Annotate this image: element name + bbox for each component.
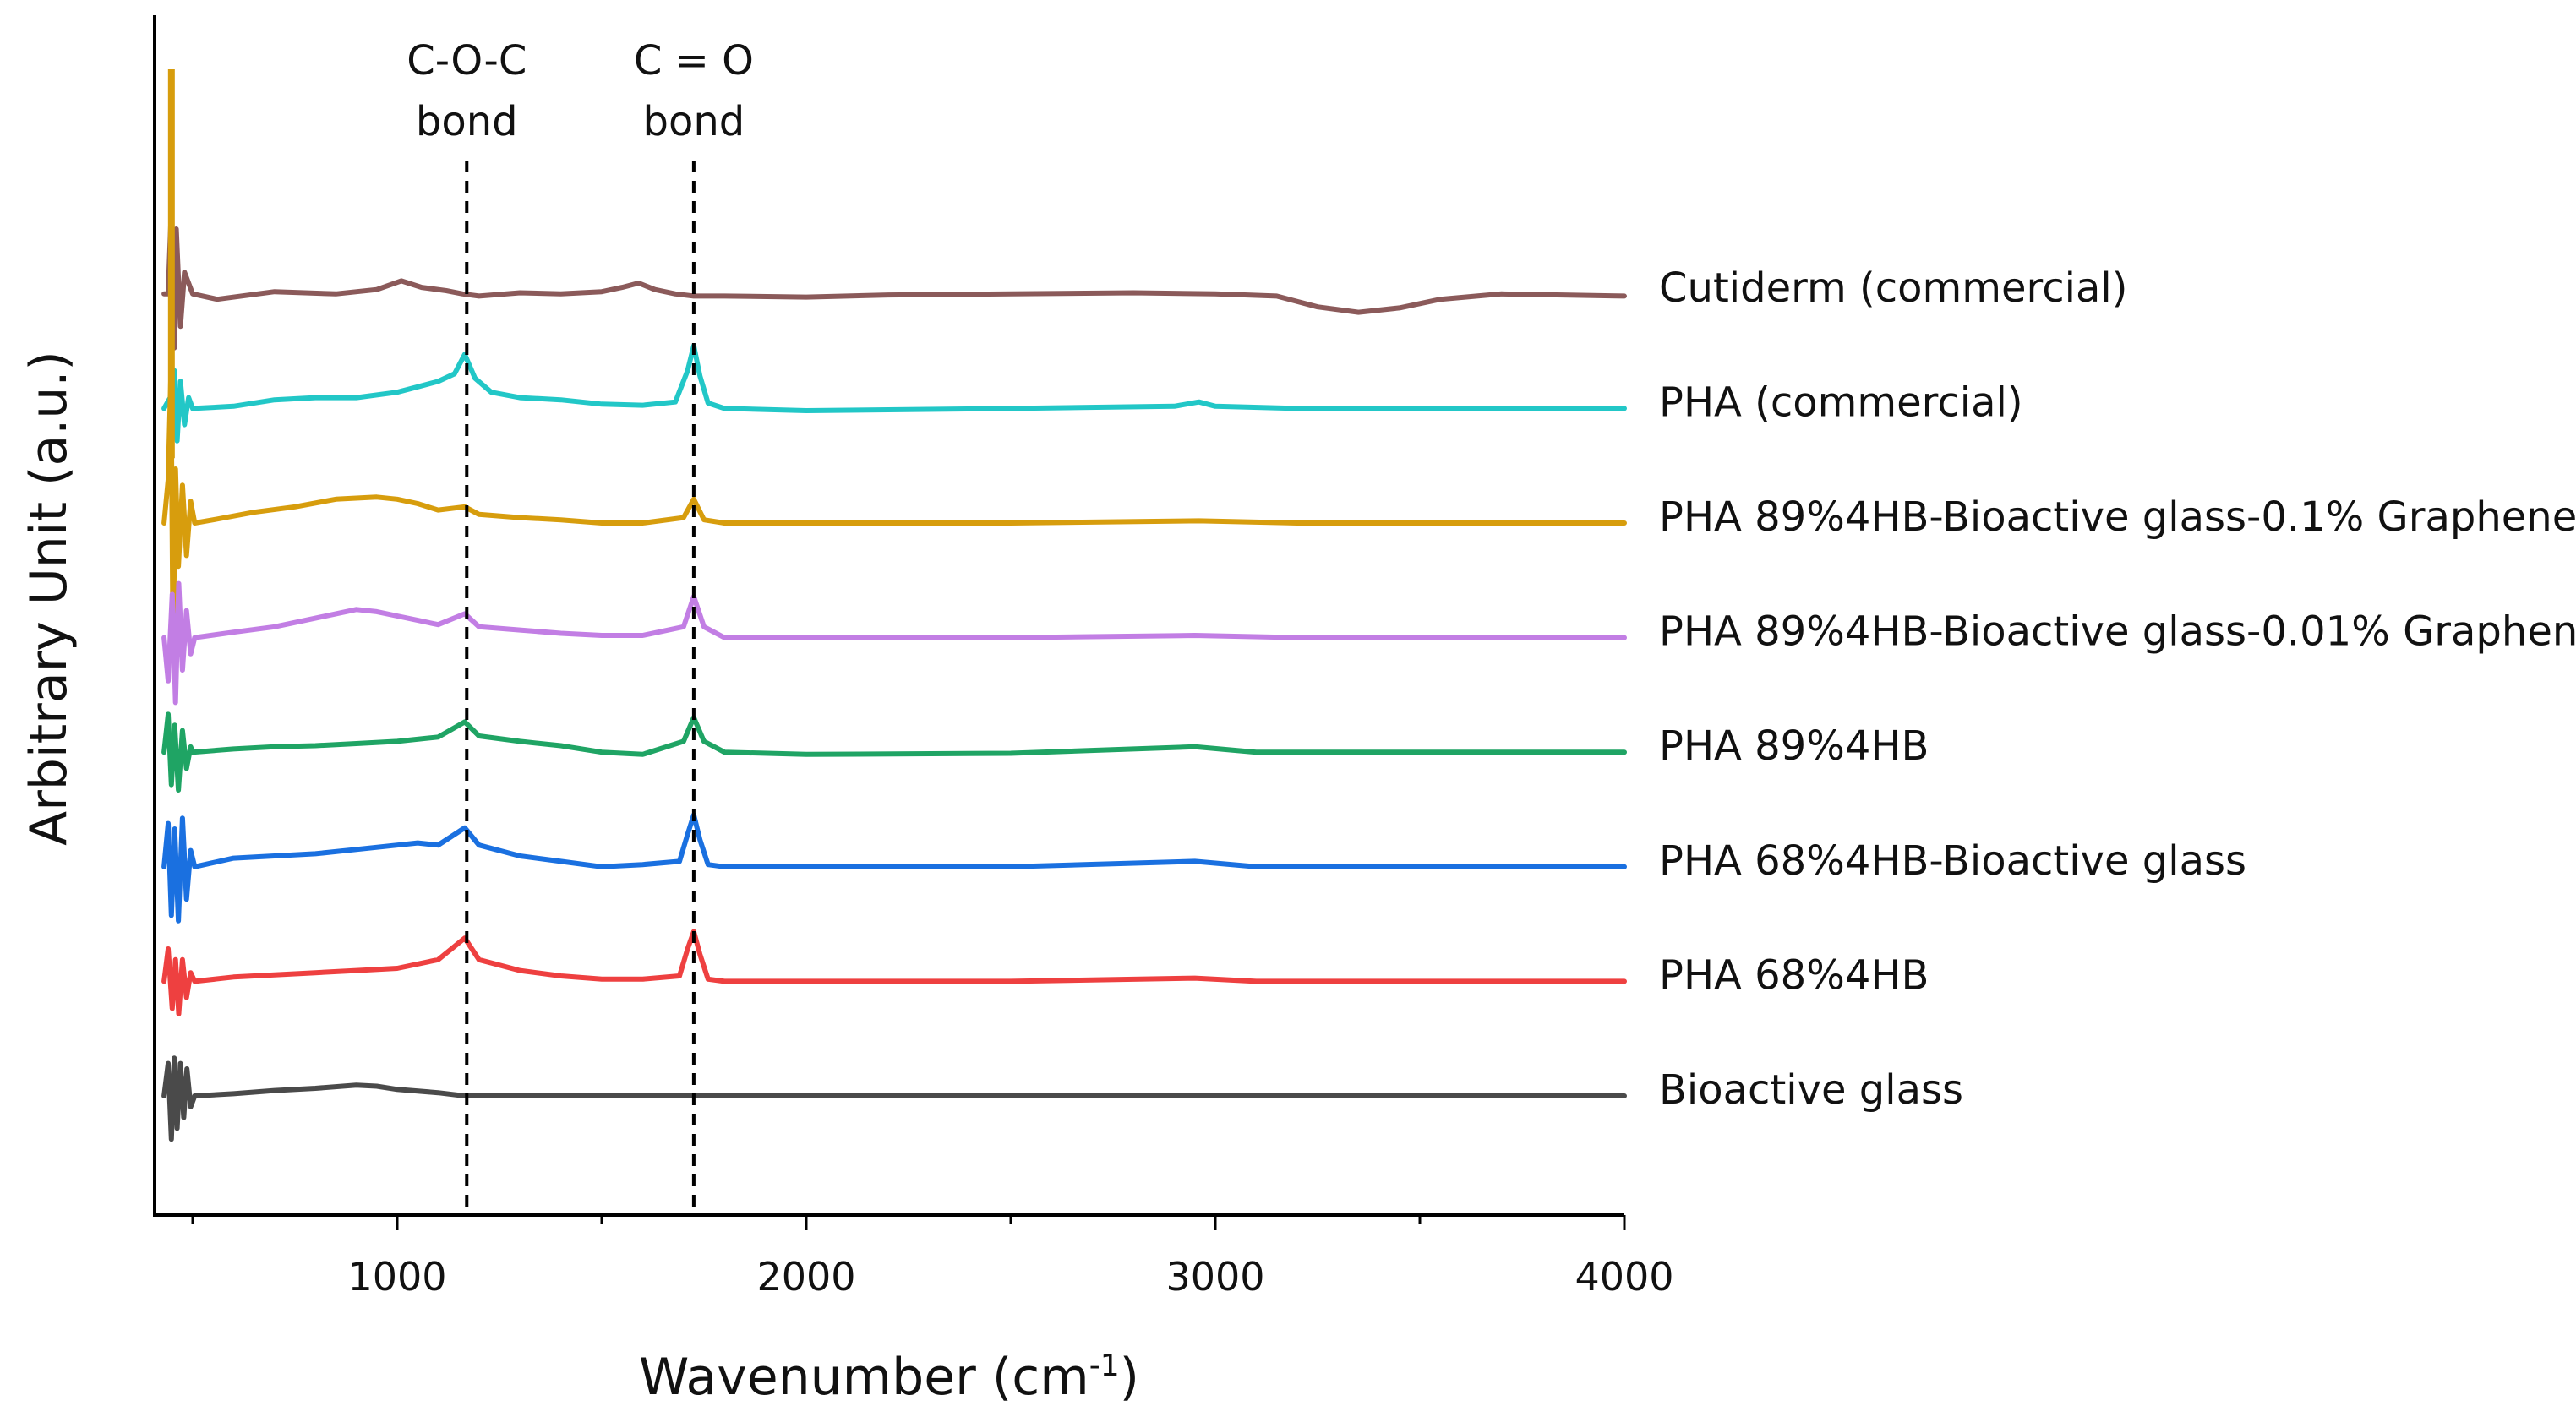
annotation-layer: C-O-C bond C = O bond — [407, 37, 754, 1215]
x-axis-ticks: 1000 2000 3000 4000 — [191, 1215, 1674, 1300]
series-layer — [161, 69, 1627, 1142]
series-line-3 — [161, 368, 1627, 656]
legend-label-2: PHA (commercial) — [1659, 379, 2023, 426]
x-tick-label-2000: 2000 — [756, 1254, 855, 1300]
x-tick-label-4000: 4000 — [1575, 1254, 1673, 1300]
legend-label-6: PHA 68%4HB-Bioactive glass — [1659, 837, 2246, 885]
x-axis-title: Wavenumber (cm-1) — [639, 1348, 1139, 1407]
series-line-5 — [161, 711, 1627, 793]
bond-label-line1-1: C-O-C — [407, 37, 527, 84]
legend-label-1: Cutiderm (commercial) — [1659, 264, 2127, 312]
legend-label-5: PHA 89%4HB — [1659, 722, 1929, 770]
legend-label-7: PHA 68%4HB — [1659, 951, 1929, 999]
x-tick-label-1000: 1000 — [347, 1254, 446, 1300]
series-line-6 — [161, 812, 1627, 924]
legend-label-8: Bioactive glass — [1659, 1066, 1963, 1114]
legend-label-4: PHA 89%4HB-Bioactive glass-0.01% Graphen… — [1659, 608, 2576, 656]
series-line-8 — [161, 1055, 1627, 1142]
y-axis-title: Arbitrary Unit (a.u.) — [19, 351, 79, 846]
bond-label-line2-2: bond — [643, 98, 745, 145]
series-line-4 — [161, 580, 1627, 706]
series-line-1 — [161, 204, 1627, 351]
series-line-2 — [161, 343, 1627, 444]
legend-label-3: PHA 89%4HB-Bioactive glass-0.1% Graphene — [1659, 493, 2576, 541]
bond-label-line2-1: bond — [416, 98, 518, 145]
bond-label-line1-2: C = O — [634, 37, 754, 84]
legend: Cutiderm (commercial) PHA (commercial) PHA… — [1659, 264, 2576, 1114]
x-tick-label-3000: 3000 — [1165, 1254, 1264, 1300]
series-line-7 — [161, 929, 1627, 1016]
